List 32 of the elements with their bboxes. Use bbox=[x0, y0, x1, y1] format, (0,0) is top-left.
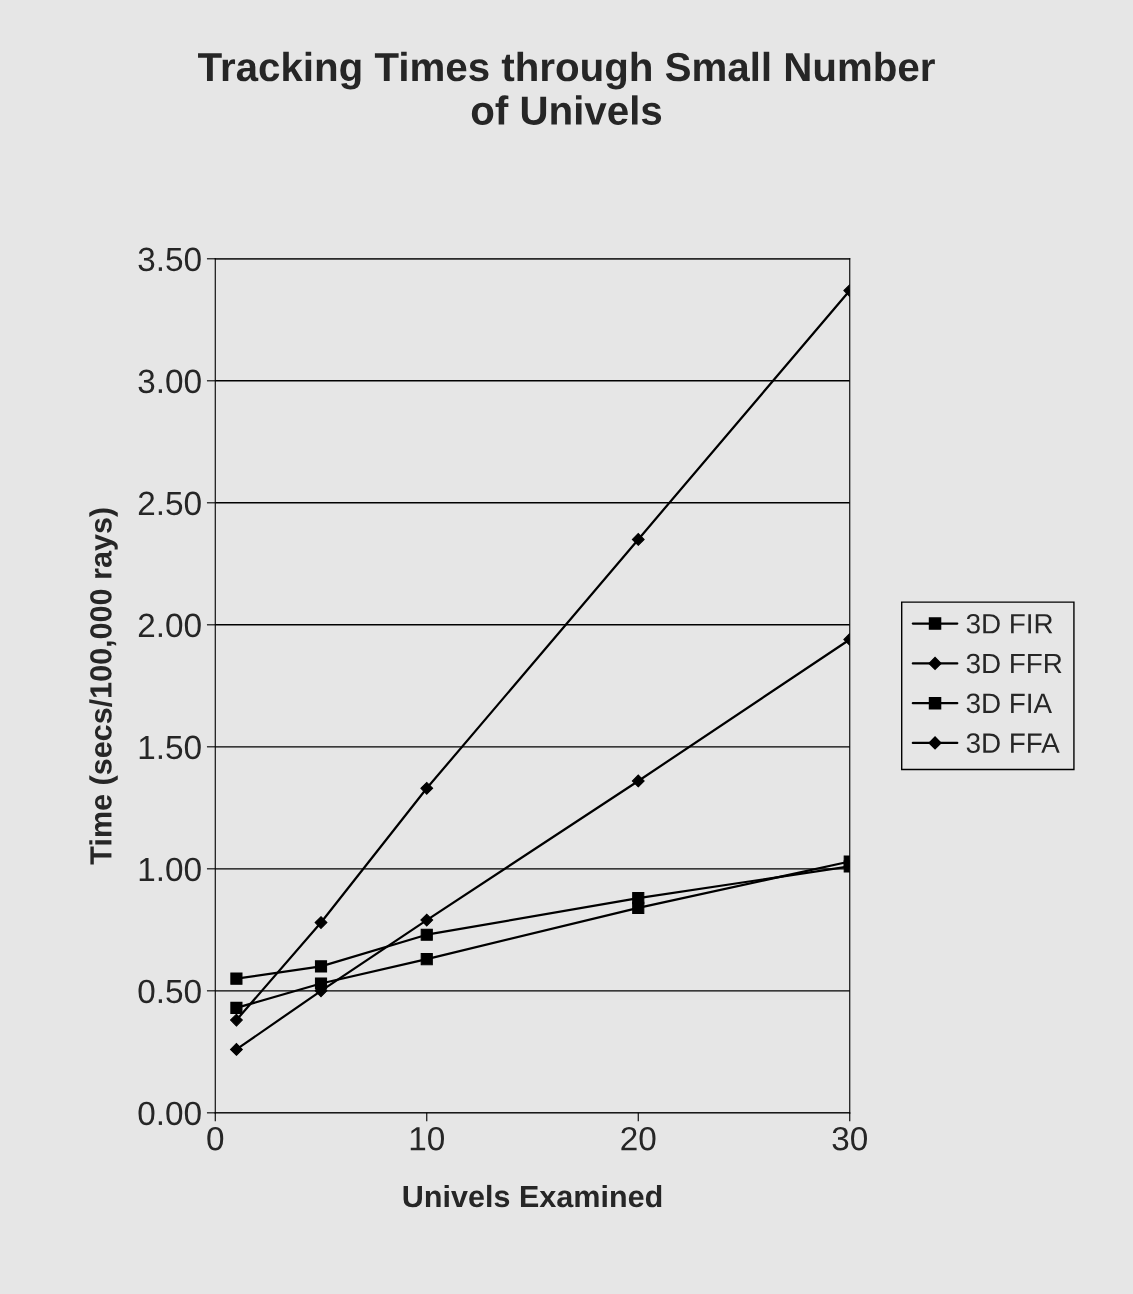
y-axis-title: Time (secs/100,000 rays) bbox=[89, 508, 118, 865]
x-axis-title: Univels Examined bbox=[403, 1184, 662, 1208]
y-tick-label: 3.00 bbox=[138, 369, 201, 394]
x-tick-label: 10 bbox=[410, 1126, 444, 1151]
x-tick-label: 0 bbox=[207, 1126, 224, 1151]
point bbox=[420, 913, 434, 927]
point bbox=[314, 916, 328, 929]
y-tick-label: 2.00 bbox=[138, 613, 201, 638]
y-tick-label: 0.50 bbox=[138, 979, 201, 1004]
point bbox=[631, 774, 645, 788]
legend-label: 3D FIA bbox=[966, 693, 1052, 714]
y-tick-label: 3.50 bbox=[138, 247, 201, 272]
point bbox=[230, 1001, 243, 1014]
legend-label: 3D FFR bbox=[966, 653, 1062, 674]
point bbox=[632, 901, 645, 914]
point bbox=[420, 953, 433, 966]
x-tick-label: 30 bbox=[832, 1126, 867, 1151]
point bbox=[631, 533, 645, 546]
point bbox=[230, 1013, 243, 1027]
point bbox=[314, 960, 328, 973]
legend-label: 3D FFA bbox=[966, 733, 1060, 753]
point bbox=[230, 972, 243, 985]
y-tick-label: 2.50 bbox=[138, 491, 201, 516]
legend-label: 3D FIR bbox=[966, 613, 1053, 634]
y-tick-label: 1.00 bbox=[139, 857, 201, 882]
point bbox=[420, 781, 434, 795]
point bbox=[420, 928, 433, 941]
chart-title: Tracking Times through Small Number of Univels bbox=[198, 51, 935, 125]
y-tick-label: 0.00 bbox=[138, 1101, 201, 1126]
x-tick-label: 20 bbox=[621, 1126, 656, 1151]
point bbox=[230, 1042, 243, 1056]
y-tick-label: 1.50 bbox=[139, 735, 201, 760]
